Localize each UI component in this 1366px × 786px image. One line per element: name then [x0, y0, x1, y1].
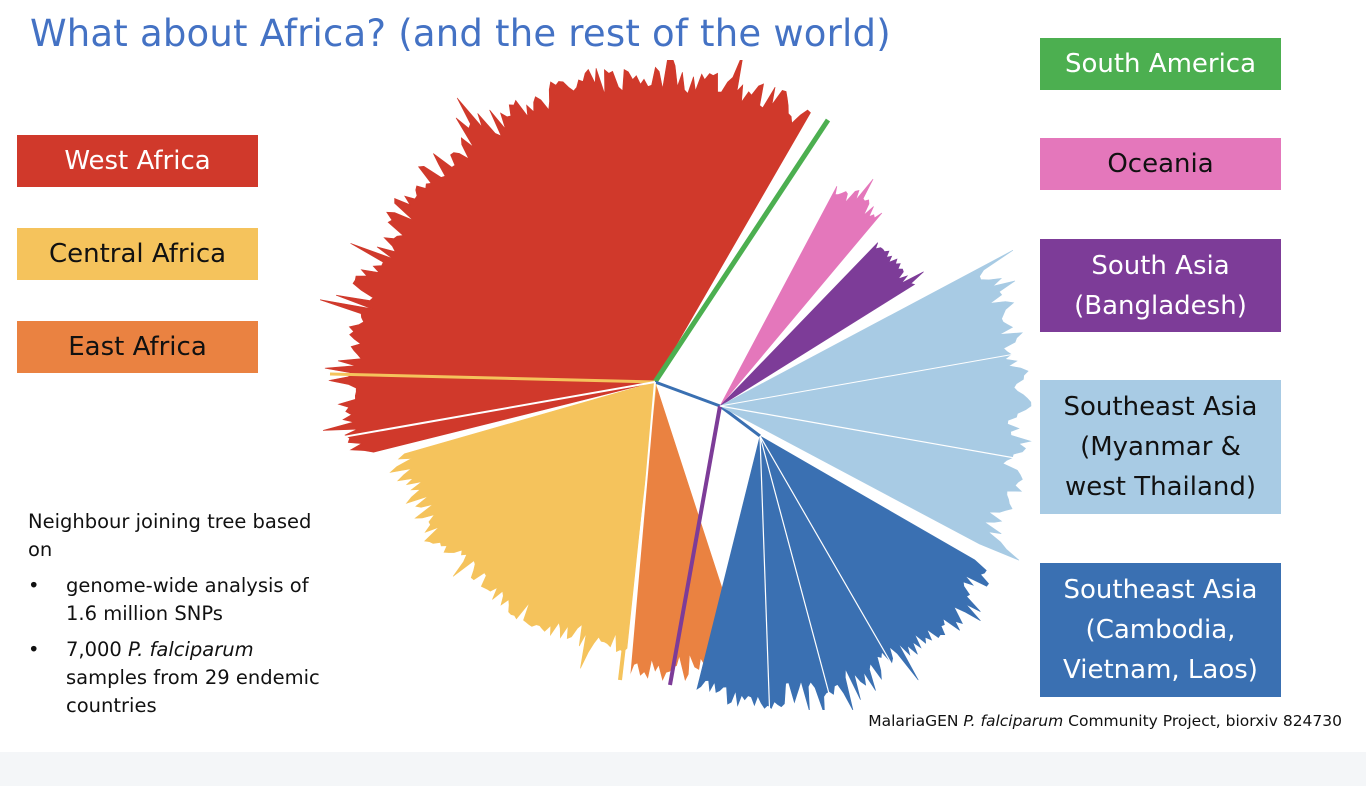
- clade-central-africa: [389, 381, 656, 669]
- legend-south-america: South America: [1040, 38, 1281, 90]
- legend-label: (Myanmar &: [1080, 432, 1241, 462]
- branch-south-asia-outlier: [668, 405, 722, 686]
- legend-label: West Africa: [64, 146, 211, 176]
- species-name: P. falciparum: [128, 638, 254, 661]
- legend-central-africa: Central Africa: [17, 228, 258, 280]
- clade-southeast-asia-east: [696, 435, 989, 710]
- gap-line: [719, 349, 1040, 407]
- gap-line: [759, 435, 771, 710]
- branch-south-america: [652, 118, 831, 384]
- slide-title: What about Africa? (and the rest of the …: [30, 12, 891, 55]
- clade-oceania: [719, 178, 883, 407]
- legend-label: (Bangladesh): [1074, 290, 1247, 321]
- legend-south-asia: South Asia (Bangladesh): [1040, 239, 1281, 332]
- legend-southeast-asia-west: Southeast Asia (Myanmar & west Thailand): [1040, 380, 1281, 514]
- gap-line: [759, 435, 835, 710]
- legend-label: west Thailand): [1064, 472, 1257, 502]
- legend-label: South America: [1064, 49, 1257, 79]
- bullet-text-suffix: samples from 29 endemic countries: [66, 666, 320, 717]
- citation-species: P. falciparum: [963, 712, 1064, 730]
- legend-label: South Asia: [1091, 250, 1230, 281]
- legend-label: East Africa: [68, 332, 207, 362]
- slide: What about Africa? (and the rest of the …: [0, 0, 1366, 752]
- clade-west-africa: [320, 60, 811, 453]
- bullet-glyph: •: [28, 638, 40, 661]
- legend-east-africa: East Africa: [17, 321, 258, 373]
- citation: MalariaGEN P. falciparum Community Proje…: [868, 712, 1342, 730]
- legend-label: Vietnam, Laos): [1063, 655, 1258, 685]
- legend-label: Southeast Asia: [1063, 392, 1258, 422]
- citation-suffix: Community Project, biorxiv 824730: [1063, 712, 1342, 730]
- gap-line: [625, 381, 656, 710]
- branch-trunk: [719, 404, 761, 438]
- legend-west-africa: West Africa: [17, 135, 258, 187]
- legend-oceania: Oceania: [1040, 138, 1281, 190]
- legend-label: Oceania: [1107, 149, 1214, 179]
- neighbour-joining-tree: [320, 60, 1040, 710]
- notes-intro: Neighbour joining tree based on: [28, 510, 312, 561]
- clade-southeast-asia-west: [719, 250, 1032, 561]
- gap-line: [759, 435, 919, 710]
- branch-trunk: [654, 380, 721, 408]
- method-notes: Neighbour joining tree based on • genome…: [28, 508, 328, 728]
- citation-prefix: MalariaGEN: [868, 712, 964, 730]
- legend-label: (Cambodia,: [1085, 615, 1236, 645]
- bullet-text: genome-wide analysis of 1.6 million SNPs: [66, 574, 309, 625]
- branch-central-africa-outlier: [618, 381, 657, 681]
- branch-central-africa-outlier: [329, 372, 656, 384]
- gap-line: [719, 405, 1040, 464]
- bullet-text-prefix: 7,000: [66, 638, 129, 661]
- bullet-glyph: •: [28, 574, 40, 597]
- notes-bullets: • genome-wide analysis of 1.6 million SN…: [28, 572, 328, 720]
- legend-label: Southeast Asia: [1063, 575, 1258, 605]
- legend-southeast-asia-east: Southeast Asia (Cambodia, Vietnam, Laos): [1040, 563, 1281, 697]
- clade-south-asia: [719, 242, 924, 407]
- legend-label: Central Africa: [48, 239, 227, 269]
- gap-line: [329, 381, 656, 441]
- notes-bullet: • 7,000 P. falciparum samples from 29 en…: [28, 636, 328, 720]
- notes-bullet: • genome-wide analysis of 1.6 million SN…: [28, 572, 328, 628]
